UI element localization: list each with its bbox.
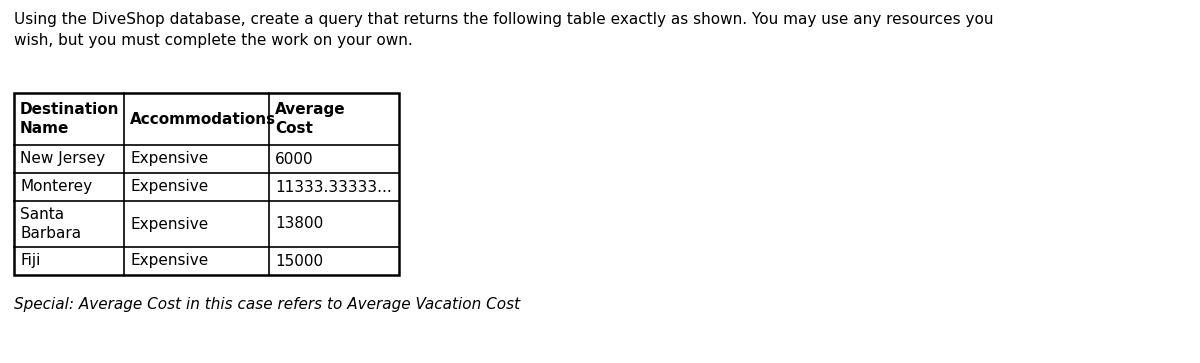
Text: 13800: 13800 [275,216,323,232]
Text: 15000: 15000 [275,253,323,269]
Text: Expensive: Expensive [130,216,209,232]
Text: 6000: 6000 [275,151,313,167]
Text: Special: Average Cost in this case refers to Average Vacation Cost: Special: Average Cost in this case refer… [14,297,520,312]
Text: Destination
Name: Destination Name [20,102,120,136]
Text: Santa
Barbara: Santa Barbara [20,207,82,241]
Text: Expensive: Expensive [130,151,209,167]
Text: Accommodations: Accommodations [130,111,276,126]
Bar [14,93,398,275]
Text: 11333.33333...: 11333.33333... [275,179,391,195]
Text: Average
Cost: Average Cost [275,102,346,136]
Text: Monterey: Monterey [20,179,92,195]
Text: New Jersey: New Jersey [20,151,106,167]
Text: Fiji: Fiji [20,253,41,269]
Text: Using the DiveShop database, create a query that returns the following table exa: Using the DiveShop database, create a qu… [14,12,994,48]
Text: Expensive: Expensive [130,253,209,269]
Text: Expensive: Expensive [130,179,209,195]
